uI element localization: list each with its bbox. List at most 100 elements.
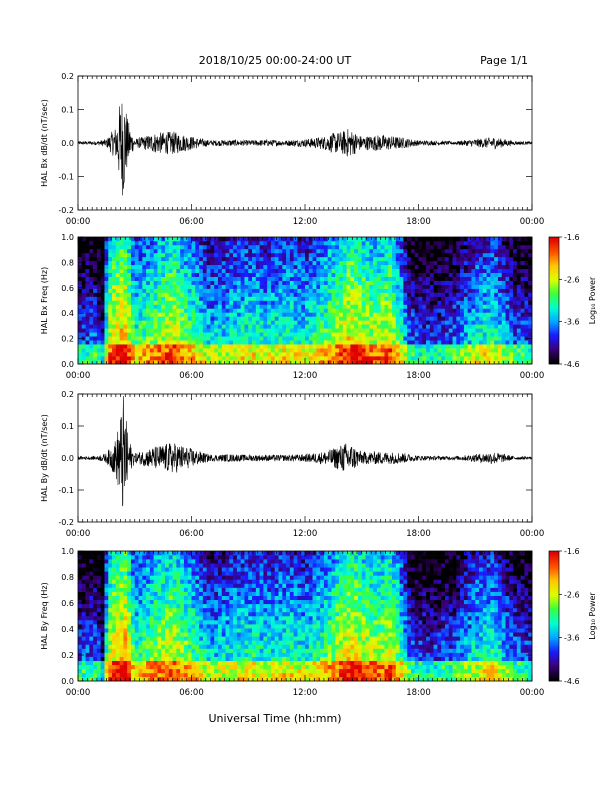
spectrogram-cell xyxy=(467,356,472,361)
spectrogram-cell xyxy=(509,280,514,285)
spectrogram-cell xyxy=(414,264,419,270)
spectrogram-cell xyxy=(320,268,325,274)
spectrogram-cell xyxy=(426,248,431,254)
spectrogram-cell xyxy=(316,316,321,321)
spectrogram-cell xyxy=(429,284,434,289)
spectrogram-cell xyxy=(108,591,113,596)
spectrogram-cell xyxy=(217,256,223,262)
spectrogram-cell xyxy=(467,284,472,289)
spectrogram-cell xyxy=(403,348,408,353)
spectrogram-cell xyxy=(138,288,143,293)
spectrogram-cell xyxy=(426,276,431,281)
spectrogram-cell xyxy=(115,352,120,357)
spectrogram-cell xyxy=(217,316,223,321)
spectrogram-cell xyxy=(221,300,226,305)
spectrogram-cell xyxy=(376,328,381,333)
spectrogram-cell xyxy=(214,248,219,254)
spectrogram-cell xyxy=(89,628,94,633)
spectrogram-cell xyxy=(123,607,128,613)
spectrogram-cell xyxy=(274,244,279,250)
spectrogram-cell xyxy=(479,304,484,309)
spectrogram-cell xyxy=(221,272,226,277)
spectrogram-cell xyxy=(490,340,495,345)
spectrogram-cell xyxy=(78,599,83,605)
spectrogram-cell xyxy=(157,336,162,341)
spectrogram-cell xyxy=(335,237,340,242)
spectrogram-cell xyxy=(452,312,457,317)
spectrogram-cell xyxy=(96,252,101,258)
spectrogram-cell xyxy=(199,304,204,309)
spectrogram-cell xyxy=(456,308,461,313)
spectrogram-cell xyxy=(316,272,321,277)
spectrogram-cell xyxy=(513,248,518,254)
spectrogram-cell xyxy=(149,312,154,317)
spectrogram-cell xyxy=(452,280,457,285)
spectrogram-cell xyxy=(365,340,370,345)
spectrogram-cell xyxy=(89,616,94,621)
spectrogram-cell xyxy=(229,324,234,329)
spectrogram-cell xyxy=(274,260,279,266)
spectrogram-cell xyxy=(308,340,313,345)
spectrogram-cell xyxy=(289,244,294,250)
spectrogram-cell xyxy=(339,324,344,329)
spectrogram-cell xyxy=(195,272,200,277)
spectrogram-cell xyxy=(486,240,491,246)
spectrogram-cell xyxy=(195,260,200,266)
spectrogram-cell xyxy=(418,296,423,301)
spectrogram-cell xyxy=(85,607,90,613)
spectrogram-cell xyxy=(479,356,484,361)
spectrogram-cell xyxy=(463,308,468,313)
spectrogram-cell xyxy=(418,252,423,258)
spectrogram-cell xyxy=(505,244,510,250)
spectrogram-cell xyxy=(524,348,529,353)
spectrogram-cell xyxy=(221,268,226,274)
spectrogram-cell xyxy=(463,276,468,281)
spectrogram-cell xyxy=(513,336,518,341)
spectrogram-cell xyxy=(339,300,344,305)
spectrogram-cell xyxy=(270,244,276,250)
spectrogram-cell xyxy=(433,292,438,297)
spectrogram-cell xyxy=(267,240,272,246)
spectrogram-cell xyxy=(123,559,128,564)
spectrogram-cell xyxy=(236,348,241,353)
spectrogram-cell xyxy=(240,237,245,242)
spectrogram-cell xyxy=(369,356,374,361)
spectrogram-cell xyxy=(475,276,480,281)
spectrogram-cell xyxy=(361,336,366,341)
spectrogram-cell xyxy=(316,252,321,258)
spectrogram-cell xyxy=(202,308,207,313)
spectrogram-cell xyxy=(437,336,442,341)
spectrogram-cell xyxy=(475,237,480,242)
spectrogram-cell xyxy=(486,352,491,357)
spectrogram-cell xyxy=(475,324,480,329)
spectrogram-cell xyxy=(479,328,484,333)
spectrogram-cell xyxy=(448,320,453,325)
spectrogram-cell xyxy=(346,248,351,254)
spectrogram-cell xyxy=(482,272,487,277)
spectrogram-cell xyxy=(460,248,465,254)
spectrogram-cell xyxy=(305,304,310,309)
spectrogram-cell xyxy=(183,316,189,321)
spectrogram-cell xyxy=(316,320,321,325)
spectrogram-cell xyxy=(221,296,226,301)
spectrogram-cell xyxy=(482,312,487,317)
spectrogram-cell xyxy=(486,244,491,250)
spectrogram-cell xyxy=(244,324,249,329)
spectrogram-cell xyxy=(346,284,351,289)
spectrogram-cell xyxy=(289,340,294,345)
spectrogram-cell xyxy=(482,288,487,293)
spectrogram-cell xyxy=(100,648,105,653)
spectrogram-cell xyxy=(501,328,506,333)
spectrogram-cell xyxy=(176,276,181,281)
spectrogram-cell xyxy=(161,340,166,345)
spectrogram-cell xyxy=(373,348,378,353)
spectrogram-cell xyxy=(509,240,514,246)
spectrogram-cell xyxy=(214,268,219,274)
spectrogram-cell xyxy=(437,340,442,345)
spectrogram-cell xyxy=(501,284,506,289)
spectrogram-cell xyxy=(191,276,196,281)
spectrogram-cell xyxy=(418,360,423,365)
spectrogram-cell xyxy=(520,296,525,301)
spectrogram-cell xyxy=(308,296,313,301)
spectrogram-cell xyxy=(100,632,105,637)
